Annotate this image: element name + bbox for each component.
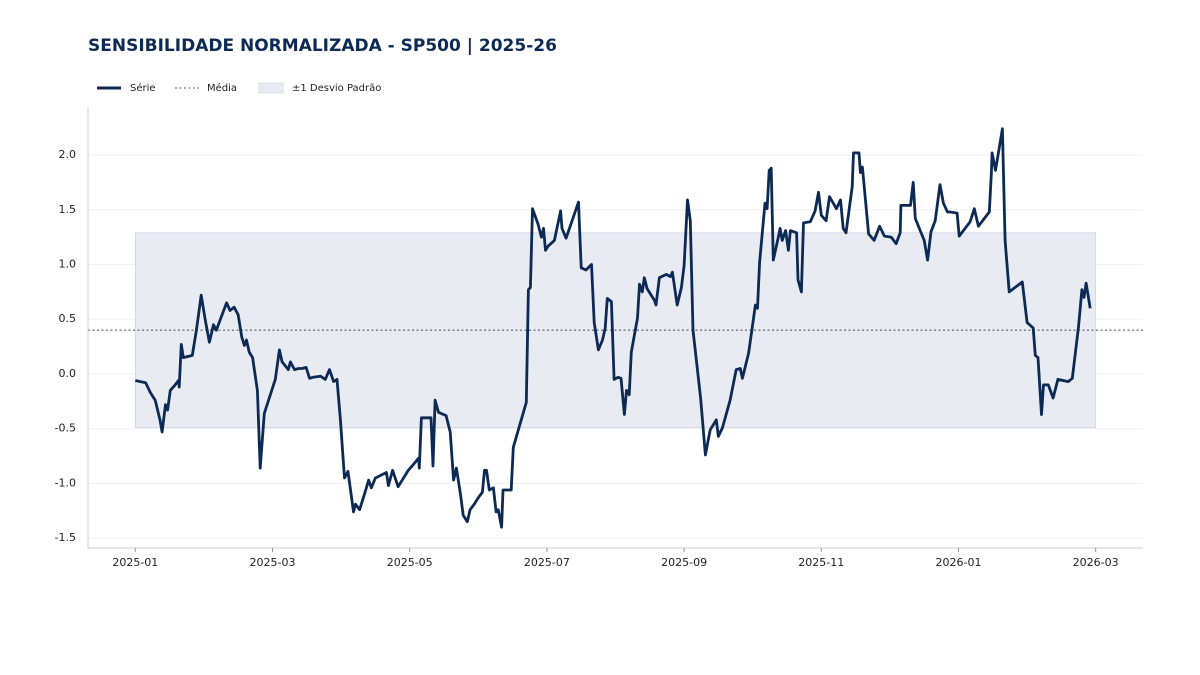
y-tick-label: 0.0 <box>59 367 77 380</box>
y-tick-label: -0.5 <box>55 422 76 435</box>
x-tick-label: 2025-01 <box>112 556 158 569</box>
x-tick-label: 2025-09 <box>661 556 707 569</box>
y-tick-label: 1.0 <box>59 258 77 271</box>
y-tick-label: 0.5 <box>59 312 77 325</box>
y-tick-label: -1.0 <box>55 476 76 489</box>
series-line <box>135 127 1092 529</box>
x-tick-label: 2025-05 <box>387 556 433 569</box>
y-tick-label: -1.5 <box>55 531 76 544</box>
x-tick-label: 2025-03 <box>250 556 296 569</box>
x-tick-label: 2025-11 <box>798 556 844 569</box>
legend-band-swatch <box>258 82 284 94</box>
legend-label: Série <box>130 82 156 94</box>
legend-label: ±1 Desvio Padrão <box>292 83 381 94</box>
legend: Série Média ±1 Desvio Padrão <box>97 82 381 94</box>
x-tick-label: 2026-01 <box>935 556 981 569</box>
legend-label: Média <box>207 82 237 94</box>
chart-title: SENSIBILIDADE NORMALIZADA - SP500 | 2025… <box>88 36 557 56</box>
y-tick-label: 2.0 <box>59 148 77 161</box>
x-tick-label: 2026-03 <box>1073 556 1119 569</box>
y-tick-label: 1.5 <box>59 203 77 216</box>
x-tick-label: 2025-07 <box>524 556 570 569</box>
